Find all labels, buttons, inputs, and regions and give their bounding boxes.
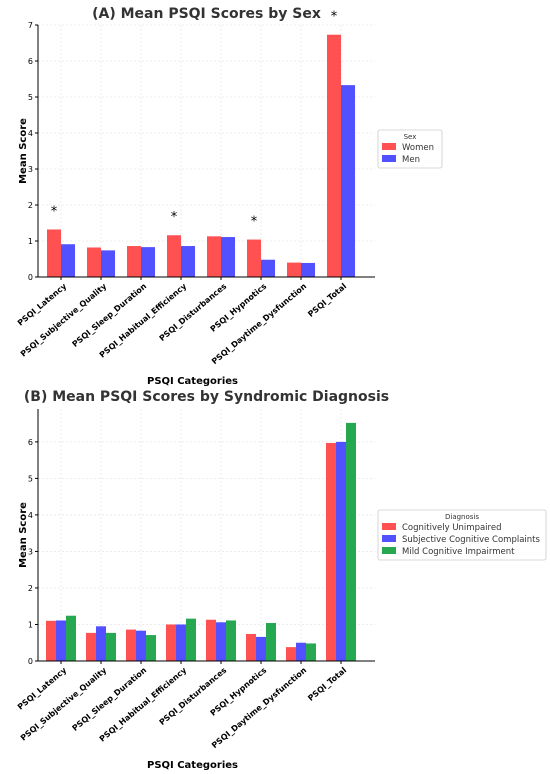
y-tick-label: 1 <box>28 237 33 246</box>
bar-women-psqi-daytime-dysfunction <box>287 262 301 277</box>
bar-women-psqi-latency <box>47 229 61 277</box>
legend-swatch-men <box>382 155 396 162</box>
bar-cognitively-unimpaired-psqi-hypnotics <box>246 633 256 661</box>
bar-subjective-cognitive-complaints-psqi-total <box>336 441 346 661</box>
bar-mild-cognitive-impairment-psqi-disturbances <box>226 620 236 661</box>
bar-women-psqi-subjective-quality <box>87 247 101 277</box>
bar-subjective-cognitive-complaints-psqi-subjective-quality <box>96 626 106 661</box>
bar-women-psqi-total <box>327 34 341 277</box>
significance-star: * <box>51 204 58 219</box>
legend-swatch-subjective-cognitive-complaints <box>382 535 396 542</box>
x-tick-label: PSQI_Total <box>306 281 348 318</box>
bar-cognitively-unimpaired-psqi-habitual-efficiency <box>166 624 176 661</box>
x-tick-label: PSQI_Disturbances <box>158 281 229 343</box>
legend-box <box>377 509 547 561</box>
significance-star: * <box>331 10 338 25</box>
bar-cognitively-unimpaired-psqi-disturbances <box>206 619 216 661</box>
x-tick-label: PSQI_Sleep_Duration <box>71 281 149 348</box>
bar-men-psqi-disturbances <box>221 237 235 277</box>
legend-title: Sex <box>404 133 417 141</box>
significance-star: * <box>251 215 258 230</box>
x-tick-label: PSQI_Disturbances <box>158 665 229 727</box>
bar-women-psqi-habitual-efficiency <box>167 235 181 277</box>
bar-cognitively-unimpaired-psqi-total <box>326 442 336 661</box>
x-tick-label: PSQI_Sleep_Duration <box>71 665 149 732</box>
legend: Diagnosis Cognitively Unimpaired Subjectiv… <box>377 509 547 561</box>
bar-mild-cognitive-impairment-psqi-hypnotics <box>266 623 276 661</box>
y-tick-label: 3 <box>28 547 33 556</box>
bar-cognitively-unimpaired-psqi-sleep-duration <box>126 629 136 661</box>
legend-swatch-cognitively-unimpaired <box>382 523 396 530</box>
bar-mild-cognitive-impairment-psqi-habitual-efficiency <box>186 618 196 661</box>
x-axis-title: PSQI Categories <box>147 376 238 387</box>
chart-panel-b: (B) Mean PSQI Scores by Syndromic Diagno… <box>16 389 547 771</box>
bar-subjective-cognitive-complaints-psqi-disturbances <box>216 622 226 661</box>
bar-mild-cognitive-impairment-psqi-daytime-dysfunction <box>306 643 316 661</box>
y-tick-label: 3 <box>28 165 33 174</box>
y-tick-label: 4 <box>28 129 33 138</box>
bar-mild-cognitive-impairment-psqi-subjective-quality <box>106 632 116 661</box>
y-tick-label: 1 <box>28 620 33 629</box>
bar-men-psqi-daytime-dysfunction <box>301 262 315 277</box>
y-tick-label: 5 <box>28 93 33 102</box>
y-axis-title: Mean Score <box>18 118 29 184</box>
significance-star: * <box>171 210 178 225</box>
y-tick-label: 6 <box>28 57 33 66</box>
legend-label-mild-cognitive-impairment: Mild Cognitive Impairment <box>402 547 515 557</box>
x-axis-title: PSQI Categories <box>147 760 238 771</box>
y-tick-label: 2 <box>28 584 33 593</box>
bar-men-psqi-total <box>341 85 355 278</box>
y-tick-label: 4 <box>28 511 33 520</box>
y-tick-label: 6 <box>28 438 33 447</box>
chart-panel-a: (A) Mean PSQI Scores by Sex * * * * 0 1 2 3 4 5 6 7 P… <box>16 6 443 387</box>
bar-subjective-cognitive-complaints-psqi-daytime-dysfunction <box>296 642 306 661</box>
bar-cognitively-unimpaired-psqi-subjective-quality <box>86 632 96 661</box>
x-tick-label: PSQI_Total <box>306 665 348 702</box>
bar-mild-cognitive-impairment-psqi-latency <box>66 615 76 661</box>
legend-label-subjective-cognitive-complaints: Subjective Cognitive Complaints <box>402 535 540 545</box>
y-tick-label: 7 <box>28 21 33 30</box>
bar-men-psqi-sleep-duration <box>141 247 155 277</box>
bar-subjective-cognitive-complaints-psqi-latency <box>56 620 66 661</box>
legend-swatch-women <box>382 143 396 150</box>
y-tick-label: 0 <box>28 273 33 282</box>
bar-men-psqi-subjective-quality <box>101 250 115 277</box>
y-tick-label: 5 <box>28 474 33 483</box>
bar-men-psqi-habitual-efficiency <box>181 246 195 277</box>
bar-men-psqi-latency <box>61 244 75 277</box>
bar-subjective-cognitive-complaints-psqi-habitual-efficiency <box>176 624 186 661</box>
bar-women-psqi-hypnotics <box>247 239 261 277</box>
y-tick-label: 2 <box>28 201 33 210</box>
bar-cognitively-unimpaired-psqi-daytime-dysfunction <box>286 647 296 661</box>
bar-men-psqi-hypnotics <box>261 259 275 277</box>
y-axis-title: Mean Score <box>18 502 29 568</box>
legend-label-men: Men <box>402 155 420 165</box>
bar-subjective-cognitive-complaints-psqi-sleep-duration <box>136 630 146 661</box>
y-tick-label: 0 <box>28 657 33 666</box>
bar-women-psqi-disturbances <box>207 236 221 277</box>
legend-swatch-mild-cognitive-impairment <box>382 547 396 554</box>
bar-cognitively-unimpaired-psqi-latency <box>46 620 56 661</box>
legend-label-women: Women <box>402 143 434 153</box>
legend-label-cognitively-unimpaired: Cognitively Unimpaired <box>402 523 501 533</box>
legend: Sex Women Men <box>377 129 443 169</box>
bar-mild-cognitive-impairment-psqi-sleep-duration <box>146 635 156 661</box>
bar-mild-cognitive-impairment-psqi-total <box>346 422 356 661</box>
chart-title: (A) Mean PSQI Scores by Sex <box>92 6 321 22</box>
legend-title: Diagnosis <box>445 513 479 521</box>
bar-subjective-cognitive-complaints-psqi-hypnotics <box>256 636 266 661</box>
bar-women-psqi-sleep-duration <box>127 246 141 277</box>
chart-title: (B) Mean PSQI Scores by Syndromic Diagno… <box>24 389 389 405</box>
